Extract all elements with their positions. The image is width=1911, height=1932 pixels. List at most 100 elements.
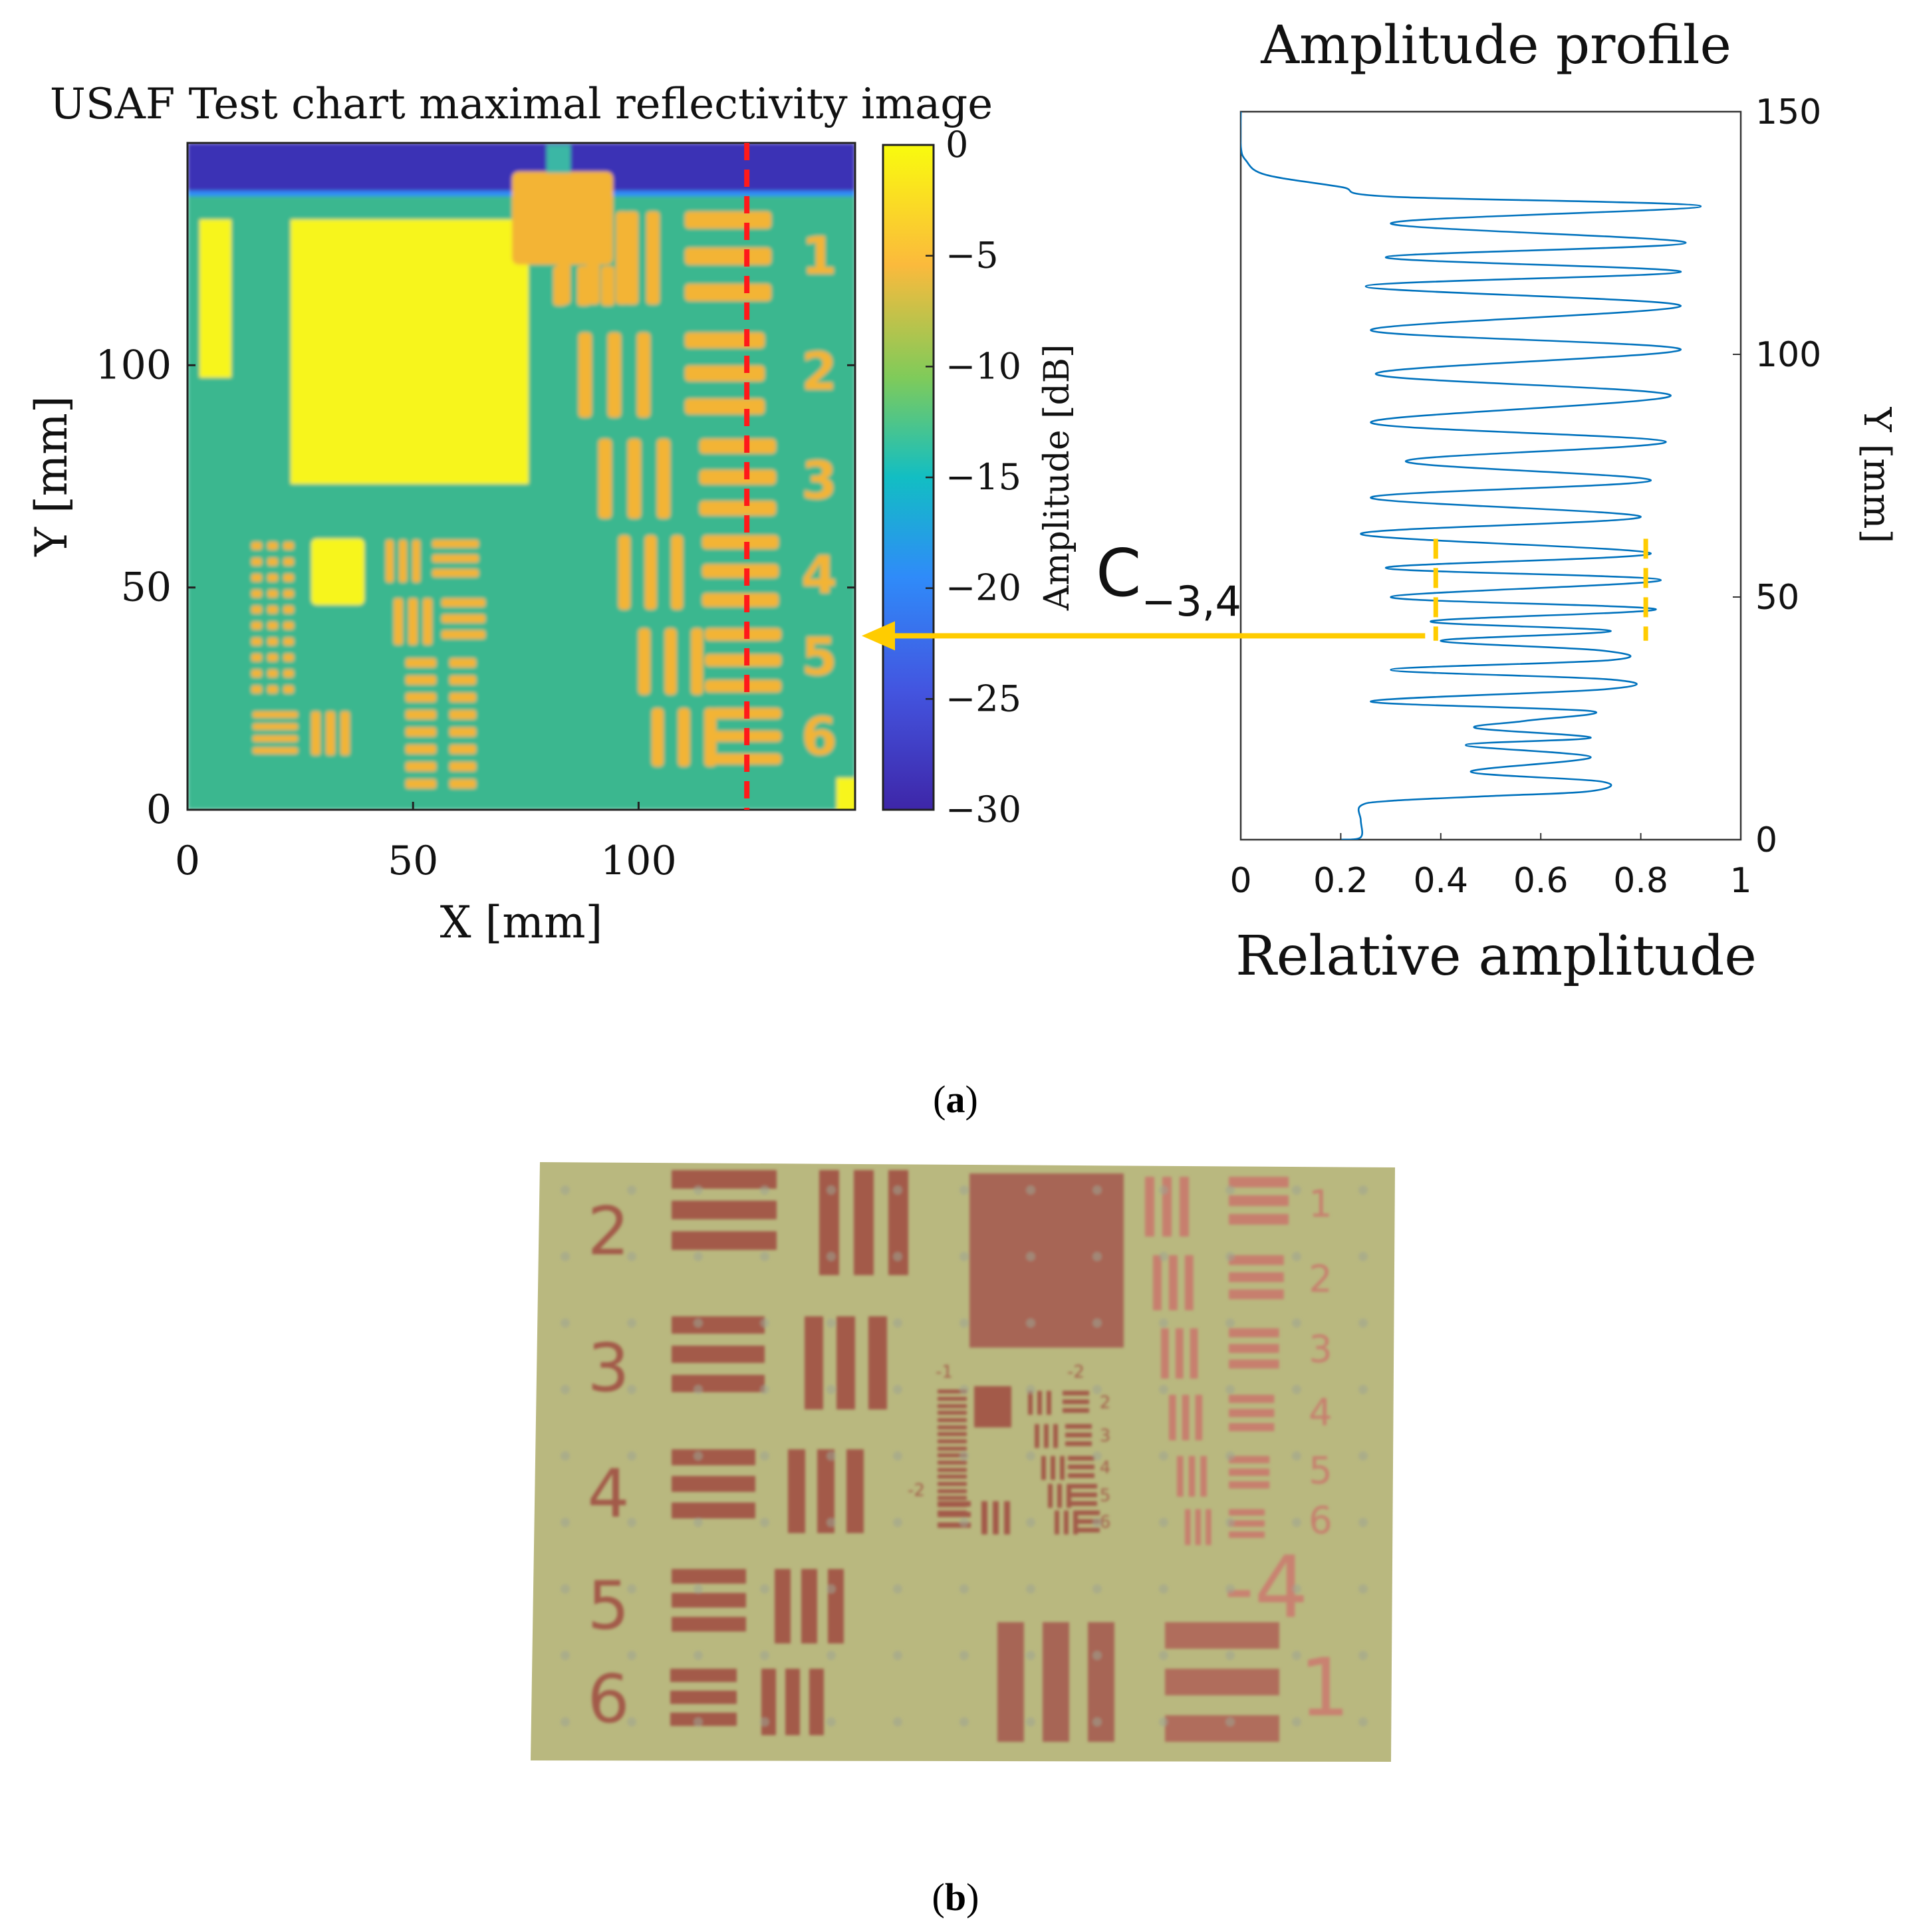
- photo-grid-dot: [627, 1318, 636, 1328]
- heatmap-small-bar: [449, 693, 476, 702]
- photo-grid-dot: [760, 1385, 769, 1394]
- photo-horizontal-bar: [938, 1404, 967, 1408]
- photo-vertical-bar: [1206, 1509, 1211, 1545]
- photo-horizontal-bar: [672, 1617, 746, 1631]
- annotation-label: C−3,4: [1096, 536, 1241, 626]
- heatmap-vertical-bar: [598, 439, 612, 519]
- heatmap-y-tick-label: 100: [95, 342, 172, 388]
- photo-horizontal-bar: [938, 1501, 971, 1507]
- heatmap-small-bar: [423, 598, 432, 645]
- heatmap-small-bar: [386, 540, 394, 582]
- photo-grid-dot: [627, 1451, 636, 1461]
- photo-small-label: 5: [1100, 1486, 1111, 1506]
- photo-grid-dot: [694, 1451, 703, 1461]
- heatmap-small-bar: [394, 598, 403, 645]
- photo-horizontal-bar: [1068, 1456, 1094, 1461]
- photo-small-label: 3: [1100, 1426, 1111, 1446]
- heatmap-x-tick-label: 100: [600, 838, 677, 884]
- photo-horizontal-bar: [1229, 1344, 1279, 1353]
- photo-grid-dot: [1026, 1651, 1035, 1660]
- heatmap-small-bar: [283, 654, 294, 662]
- heatmap-top-stem: [547, 145, 571, 173]
- heatmap-small-square: [311, 539, 364, 605]
- photo-group-label: 1: [1309, 1183, 1333, 1226]
- photo-small-index: -1: [936, 1362, 953, 1382]
- photo-grid-dot: [1292, 1252, 1301, 1261]
- photo-vertical-bar: [1041, 1456, 1046, 1480]
- photo-grid-dot: [1225, 1385, 1235, 1394]
- heatmap-small-bar: [283, 638, 294, 646]
- photo-grid-dot: [1159, 1252, 1168, 1261]
- heatmap-vertical-bar: [644, 535, 657, 610]
- heatmap-horizontal-bar: [685, 211, 771, 229]
- photo-grid-dot: [760, 1252, 769, 1261]
- photo-small-index: -2: [1067, 1362, 1084, 1382]
- photo-grid-dot: [1092, 1318, 1102, 1328]
- profile-y-tick-label: 50: [1755, 578, 1799, 618]
- photo-grid-dot: [561, 1451, 570, 1461]
- photo-vertical-bar: [1035, 1424, 1039, 1448]
- photo-vertical-bar: [788, 1449, 805, 1533]
- photo-grid-dot: [893, 1717, 902, 1727]
- photo-vertical-bar: [997, 1622, 1024, 1742]
- photo-grid-dot: [959, 1185, 969, 1195]
- photo-grid-dot: [561, 1518, 570, 1527]
- photo-horizontal-bar: [672, 1449, 755, 1465]
- photo-grid-dot: [1292, 1451, 1301, 1461]
- photo-horizontal-bar: [1229, 1272, 1284, 1282]
- photo-vertical-bar: [1004, 1501, 1010, 1534]
- heatmap-y-ticks: 0 50 100: [95, 342, 855, 833]
- photo-horizontal-bar: [1229, 1214, 1289, 1225]
- photo-horizontal-bar: [938, 1418, 967, 1422]
- photo-grid-dot: [760, 1451, 769, 1461]
- photo-grid-dot: [893, 1318, 902, 1328]
- heatmap-horizontal-bar: [702, 593, 779, 607]
- photo-grid-dot: [694, 1717, 703, 1727]
- photo-grid-dot: [1358, 1651, 1368, 1660]
- heatmap-small-bar: [449, 762, 476, 771]
- heatmap-vertical-bar: [578, 332, 592, 418]
- photo-vertical-bar: [1055, 1510, 1059, 1534]
- heatmap-small-bar: [267, 669, 278, 677]
- photo-horizontal-bar: [938, 1447, 967, 1451]
- photo-vertical-bar: [775, 1569, 791, 1643]
- photo-grid-dot: [1026, 1584, 1035, 1594]
- heatmap-small-bar: [406, 779, 436, 788]
- photo-horizontal-bar: [938, 1397, 967, 1401]
- photo-grid-dot: [1092, 1518, 1102, 1527]
- heatmap-small-bar: [267, 638, 278, 646]
- heatmap-small-bar: [283, 590, 294, 598]
- photo-horizontal-bar: [1229, 1177, 1289, 1187]
- photo-small-square: [974, 1386, 1011, 1427]
- heatmap-small-bar: [406, 693, 436, 702]
- photo-horizontal-bar: [1063, 1399, 1089, 1404]
- colorbar-ticks: 0 −5 −10 −15 −20 −25 −30: [926, 124, 1021, 830]
- photo-grid-dot: [1225, 1252, 1235, 1261]
- photo-group-label: 2: [1309, 1258, 1333, 1301]
- heatmap-horizontal-bar: [700, 439, 776, 454]
- heatmap-small-bar: [432, 540, 479, 548]
- colorbar-tick-label: −5: [946, 235, 999, 277]
- heatmap-small-bar: [253, 735, 298, 742]
- photo-grid-dot: [561, 1385, 570, 1394]
- photo-vertical-bar: [981, 1501, 987, 1534]
- heatmap-vertical-bar: [608, 332, 621, 418]
- heatmap-vertical-bar: [646, 211, 660, 304]
- photo-grid-dot: [959, 1385, 969, 1394]
- heatmap-small-bar: [406, 658, 436, 667]
- heatmap-small-bar: [553, 266, 567, 306]
- photo-vertical-bar: [1182, 1395, 1190, 1441]
- heatmap-small-bar: [283, 558, 294, 566]
- heatmap-small-bar: [251, 669, 262, 677]
- heatmap-small-bar: [449, 710, 476, 719]
- heatmap-small-bar: [442, 598, 485, 607]
- heatmap-small-bar: [442, 630, 485, 639]
- photo-grid-dot: [627, 1651, 636, 1660]
- heatmap-x-axis-label: X [mm]: [440, 897, 603, 948]
- photo-grid-dot: [893, 1584, 902, 1594]
- heatmap-small-bar: [267, 685, 278, 693]
- heatmap-vertical-bar: [628, 439, 641, 519]
- photo-vertical-bar: [1057, 1484, 1062, 1508]
- photo-grid-dot: [1092, 1185, 1102, 1195]
- photo-grid-dot: [1358, 1518, 1368, 1527]
